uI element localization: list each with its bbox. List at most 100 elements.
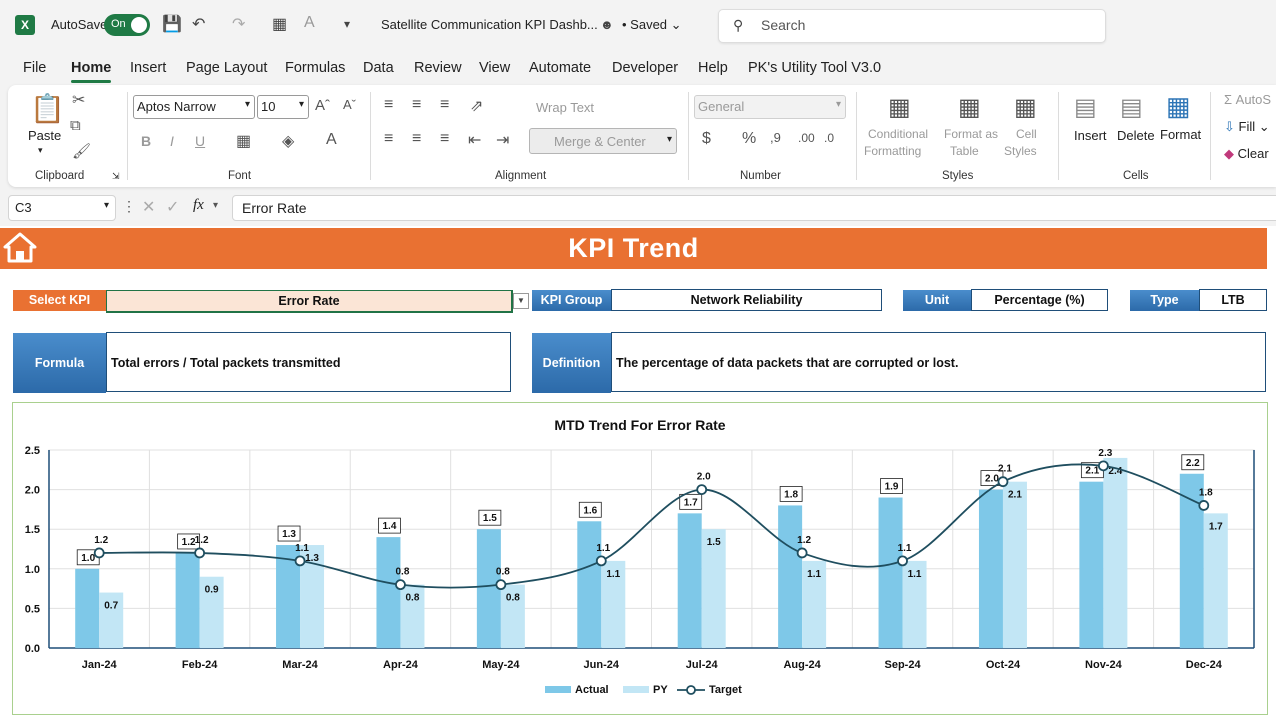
py-data-label: 2.4	[1108, 466, 1122, 477]
font-name-combo[interactable]: Aptos Narrow ▾	[133, 95, 255, 119]
text-color-icon[interactable]: A	[326, 131, 337, 148]
fx-dropdown-icon[interactable]: ▾	[213, 200, 219, 211]
insert-cells-button[interactable]: Insert	[1074, 128, 1107, 143]
font-size-combo[interactable]: 10 ▾	[257, 95, 309, 119]
py-bar	[1203, 513, 1228, 648]
fill-button[interactable]: ⇩ Fill ⌄	[1224, 119, 1270, 134]
menu-formulas[interactable]: Formulas	[285, 60, 346, 76]
menu-page-layout[interactable]: Page Layout	[186, 60, 268, 76]
format-as-table-button[interactable]: Format as	[944, 127, 999, 141]
formula-input[interactable]: Error Rate	[232, 195, 1276, 221]
autosave-label: AutoSave	[51, 17, 108, 32]
enter-formula-icon[interactable]: ✓	[166, 199, 180, 216]
actual-label-box	[880, 478, 903, 494]
ribbon-separator	[127, 92, 128, 180]
active-tab-indicator	[71, 80, 111, 83]
align-middle-icon[interactable]: ≡	[412, 96, 422, 113]
menu-pk-utility[interactable]: PK's Utility Tool V3.0	[748, 60, 882, 76]
merge-center-button[interactable]: Merge & Center ▾	[529, 128, 677, 154]
fill-color-icon[interactable]: ◈	[282, 133, 295, 150]
menu-insert[interactable]: Insert	[130, 60, 167, 76]
py-data-label: 2.1	[1008, 490, 1022, 501]
align-center-icon[interactable]: ≡	[412, 130, 422, 147]
font-color-icon[interactable]: A	[304, 14, 315, 31]
format-cells-button[interactable]: Format	[1160, 127, 1202, 142]
menu-developer[interactable]: Developer	[612, 60, 679, 76]
actual-data-label: 1.5	[483, 513, 497, 524]
menu-review[interactable]: Review	[414, 60, 462, 76]
menu-home[interactable]: Home	[71, 60, 112, 76]
kpi-dropdown-arrow-icon[interactable]: ▼	[513, 293, 529, 309]
number-format-combo[interactable]: General ▾	[694, 95, 846, 119]
italic-icon[interactable]: I	[170, 133, 174, 149]
x-tick-label: Mar-24	[282, 659, 318, 671]
share-people-icon[interactable]: ☻	[600, 17, 614, 32]
conditional-formatting-icon[interactable]: ▦	[888, 94, 911, 121]
actual-bar	[677, 513, 702, 648]
format-as-table-icon[interactable]: ▦	[958, 94, 981, 121]
home-icon[interactable]	[2, 230, 38, 266]
delete-cells-button[interactable]: Delete	[1117, 128, 1155, 143]
more-options-icon[interactable]: ⋮	[122, 198, 136, 214]
decrease-indent-icon[interactable]: ⇤	[468, 132, 482, 149]
menu-automate[interactable]: Automate	[529, 60, 592, 76]
paste-dropdown-icon[interactable]: ▾	[38, 145, 43, 155]
autosum-button[interactable]: Σ AutoS	[1224, 92, 1272, 107]
currency-icon[interactable]: $	[702, 130, 711, 147]
insert-cells-icon[interactable]: ▤	[1074, 94, 1097, 121]
clipboard-launcher-icon[interactable]: ⇲	[112, 171, 120, 181]
menu-view[interactable]: View	[479, 60, 511, 76]
page-title: KPI Trend	[568, 233, 699, 263]
align-left-icon[interactable]: ≡	[384, 130, 394, 147]
align-bottom-icon[interactable]: ≡	[440, 96, 450, 113]
mtd-trend-chart[interactable]: MTD Trend For Error Rate 0.0 0.5 1.0 1.5 2.0…	[12, 402, 1268, 715]
target-marker	[194, 547, 206, 559]
cell-styles-icon[interactable]: ▦	[1014, 94, 1037, 121]
menu-help[interactable]: Help	[698, 60, 728, 76]
cell-borders-icon[interactable]: ▦	[236, 133, 252, 150]
saved-status[interactable]: • Saved ⌄	[622, 17, 682, 32]
insert-function-icon[interactable]: fx	[193, 197, 204, 213]
document-title[interactable]: Satellite Communication KPI Dashb...	[381, 17, 598, 32]
orientation-icon[interactable]: ⇗	[470, 98, 484, 115]
cut-icon[interactable]: ✂	[72, 92, 86, 109]
clear-button[interactable]: ◆ Clear	[1224, 146, 1269, 161]
undo-icon[interactable]: ↶	[192, 16, 206, 33]
legend-actual-label: Actual	[575, 684, 609, 696]
align-top-icon[interactable]: ≡	[384, 96, 394, 113]
percent-icon[interactable]: %	[742, 130, 757, 147]
menu-file[interactable]: File	[23, 60, 47, 76]
paste-button[interactable]: Paste	[28, 128, 62, 143]
increase-indent-icon[interactable]: ⇥	[496, 132, 510, 149]
paste-icon[interactable]: 📋	[30, 93, 65, 124]
decrease-decimal-icon[interactable]: .0	[824, 131, 835, 145]
redo-icon[interactable]: ↷	[232, 16, 246, 33]
save-icon[interactable]: 💾	[162, 16, 182, 33]
menu-data[interactable]: Data	[363, 60, 394, 76]
underline-icon[interactable]: U	[195, 133, 206, 149]
autosave-toggle[interactable]: On	[104, 14, 150, 36]
conditional-formatting-button[interactable]: Conditional	[868, 127, 929, 141]
decrease-font-icon[interactable]: Aˇ	[343, 97, 356, 112]
align-right-icon[interactable]: ≡	[440, 130, 450, 147]
cell-styles-button[interactable]: Cell	[1016, 127, 1037, 141]
comma-style-icon[interactable]: ,9	[770, 130, 781, 145]
target-data-label: 1.2	[195, 535, 209, 546]
select-kpi-dropdown[interactable]: Error Rate	[106, 290, 513, 313]
search-box[interactable]: ⚲ Search	[718, 9, 1106, 43]
kpi-group-value: Network Reliability	[611, 289, 882, 311]
cancel-formula-icon[interactable]: ✕	[142, 199, 156, 216]
format-painter-icon[interactable]: 🖌	[72, 143, 92, 160]
type-label: Type	[1130, 290, 1199, 311]
format-as-table-label: Table	[950, 144, 979, 158]
delete-cells-icon[interactable]: ▤	[1120, 94, 1143, 121]
bold-icon[interactable]: B	[141, 133, 152, 149]
copy-icon[interactable]: ⧉	[70, 117, 81, 134]
increase-decimal-icon[interactable]: .00	[798, 131, 815, 145]
wrap-text-button[interactable]: Wrap Text	[536, 100, 595, 115]
name-box[interactable]: C3 ▾	[8, 195, 116, 221]
customize-qat-icon[interactable]: ▾	[344, 17, 351, 31]
increase-font-icon[interactable]: Aˆ	[315, 97, 330, 114]
borders-icon[interactable]: ▦	[272, 16, 288, 33]
format-cells-icon[interactable]: ▦	[1166, 91, 1191, 121]
